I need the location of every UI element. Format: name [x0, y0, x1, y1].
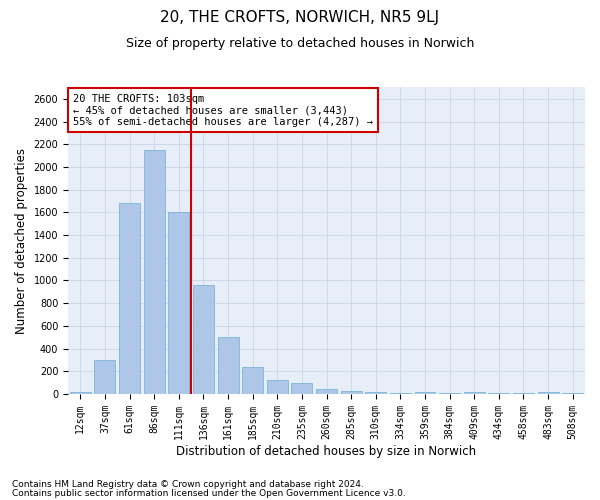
Bar: [218, 337, 239, 394]
Bar: [169, 212, 189, 394]
Bar: [292, 382, 313, 394]
X-axis label: Distribution of detached houses by size in Norwich: Distribution of detached houses by size …: [176, 444, 476, 458]
Bar: [341, 390, 362, 394]
Bar: [144, 150, 164, 394]
Text: 20, THE CROFTS, NORWICH, NR5 9LJ: 20, THE CROFTS, NORWICH, NR5 9LJ: [160, 10, 440, 25]
Text: Contains HM Land Registry data © Crown copyright and database right 2024.: Contains HM Land Registry data © Crown c…: [12, 480, 364, 489]
Bar: [242, 366, 263, 394]
Bar: [193, 285, 214, 394]
Bar: [94, 360, 115, 394]
Text: Contains public sector information licensed under the Open Government Licence v3: Contains public sector information licen…: [12, 488, 406, 498]
Bar: [267, 380, 288, 394]
Bar: [365, 392, 386, 394]
Text: 20 THE CROFTS: 103sqm
← 45% of detached houses are smaller (3,443)
55% of semi-d: 20 THE CROFTS: 103sqm ← 45% of detached …: [73, 94, 373, 127]
Bar: [70, 392, 91, 394]
Bar: [464, 392, 485, 394]
Bar: [119, 204, 140, 394]
Text: Size of property relative to detached houses in Norwich: Size of property relative to detached ho…: [126, 38, 474, 51]
Bar: [538, 392, 559, 394]
Bar: [390, 393, 411, 394]
Bar: [415, 392, 436, 394]
Y-axis label: Number of detached properties: Number of detached properties: [15, 148, 28, 334]
Bar: [316, 389, 337, 394]
